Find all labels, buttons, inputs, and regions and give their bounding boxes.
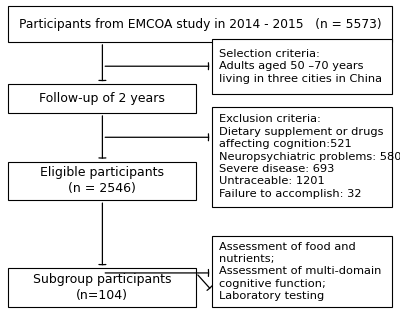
- Text: Selection criteria:
Adults aged 50 –70 years
living in three cities in China: Selection criteria: Adults aged 50 –70 y…: [219, 49, 382, 84]
- Text: Exclusion criteria:
Dietary supplement or drugs
affecting cognition:521
Neuropsy: Exclusion criteria: Dietary supplement o…: [219, 114, 400, 199]
- Text: Eligible participants
(n = 2546): Eligible participants (n = 2546): [40, 166, 164, 195]
- FancyBboxPatch shape: [212, 236, 392, 307]
- FancyBboxPatch shape: [8, 162, 196, 200]
- FancyBboxPatch shape: [212, 39, 392, 94]
- FancyBboxPatch shape: [212, 107, 392, 207]
- FancyBboxPatch shape: [8, 6, 392, 42]
- FancyBboxPatch shape: [8, 84, 196, 113]
- Text: Participants from EMCOA study in 2014 - 2015   (n = 5573): Participants from EMCOA study in 2014 - …: [19, 18, 381, 31]
- Text: Assessment of food and
nutrients;
Assessment of multi-domain
cognitive function;: Assessment of food and nutrients; Assess…: [219, 242, 382, 301]
- FancyBboxPatch shape: [8, 268, 196, 307]
- Text: Subgroup participants
(n=104): Subgroup participants (n=104): [33, 273, 171, 302]
- Text: Follow-up of 2 years: Follow-up of 2 years: [39, 92, 165, 105]
